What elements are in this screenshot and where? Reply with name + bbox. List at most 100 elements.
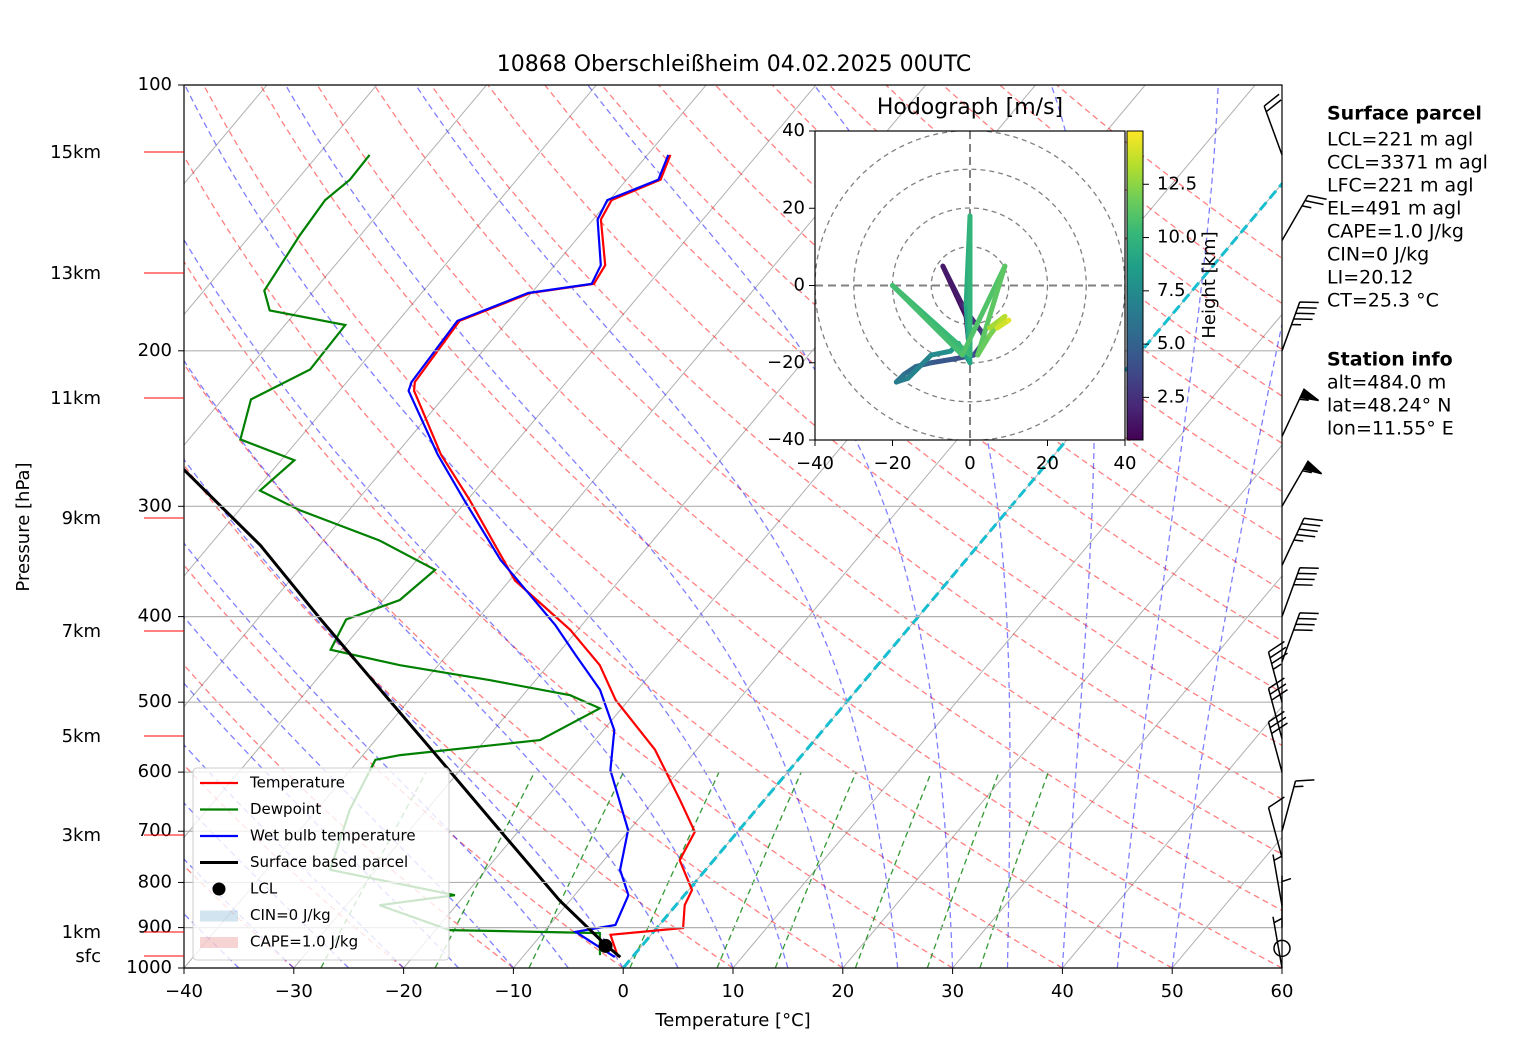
wind-barb <box>1281 388 1320 437</box>
y-axis-label: Pressure [hPa] <box>13 462 34 591</box>
height-label: 3km <box>62 825 101 846</box>
wind-barb <box>1263 93 1283 156</box>
hodograph-plot <box>815 131 1125 440</box>
plot-frame <box>183 84 1283 969</box>
dry-adiabat <box>184 260 953 968</box>
x-tick-label: 60 <box>1271 981 1294 1002</box>
y-tick-label: 600 <box>138 761 172 782</box>
legend-label: LCL <box>250 880 278 898</box>
height-label: 1km <box>62 922 101 943</box>
wind-barb <box>1281 194 1327 241</box>
profile-line <box>184 467 622 959</box>
legend-label: Surface based parcel <box>250 853 408 871</box>
lcl-marker <box>598 938 613 953</box>
info-line: CCL=3371 m agl <box>1327 152 1488 174</box>
moist-adiabat <box>184 615 514 968</box>
x-tick-label: −40 <box>165 981 203 1002</box>
x-tick-label: 50 <box>1161 981 1184 1002</box>
y-tick-label: 700 <box>138 820 172 841</box>
x-tick-label: −10 <box>494 981 532 1002</box>
hodograph-segment <box>890 283 965 358</box>
height-label: 15km <box>50 142 101 163</box>
moist-adiabat <box>184 359 679 968</box>
colorbar-label: Height [km] <box>1199 231 1220 338</box>
height-label: 7km <box>62 621 101 642</box>
x-tick-label: 20 <box>831 981 854 1002</box>
wind-barb <box>1281 301 1319 352</box>
info-line: CAPE=1.0 J/kg <box>1327 221 1464 243</box>
y-tick-label: 900 <box>138 917 172 938</box>
info-line: CT=25.3 °C <box>1327 290 1439 312</box>
isotherm <box>184 85 488 446</box>
x-tick-label: 40 <box>1114 453 1137 474</box>
dry-adiabat <box>828 85 1282 445</box>
colorbar-tick-label: 7.5 <box>1157 280 1186 301</box>
hodograph-segment <box>928 348 954 358</box>
isotherm <box>184 85 378 316</box>
info-line: LCL=221 m agl <box>1327 129 1473 151</box>
wind-barb <box>1281 517 1323 566</box>
y-tick-label: 200 <box>138 340 172 361</box>
x-tick-label: 0 <box>617 981 628 1002</box>
height-label: 13km <box>50 263 101 284</box>
y-tick-label: 100 <box>138 74 172 95</box>
x-tick-label: −20 <box>385 981 423 1002</box>
moist-adiabat <box>1171 321 1282 968</box>
isotherm <box>1061 705 1282 968</box>
info-line: alt=484.0 m <box>1327 372 1446 394</box>
moist-adiabat <box>184 542 569 968</box>
y-tick-label: 400 <box>138 606 172 627</box>
dry-adiabat <box>184 363 844 968</box>
info-line: LI=20.12 <box>1327 267 1414 289</box>
isotherm <box>184 85 817 839</box>
x-tick-label: 0 <box>964 453 975 474</box>
dry-adiabat <box>184 564 624 968</box>
y-tick-label: 0 <box>794 275 805 296</box>
colorbar-tick-label: 5.0 <box>1157 333 1186 354</box>
height-label: 9km <box>62 508 101 529</box>
hodograph-segment <box>928 356 957 366</box>
x-tick-label: −30 <box>275 981 313 1002</box>
y-tick-label: 300 <box>138 495 172 516</box>
info-title: Surface parcel <box>1327 103 1482 125</box>
wind-barb <box>1281 779 1315 832</box>
x-tick-label: −40 <box>796 453 834 474</box>
wind-barb <box>1281 612 1319 663</box>
dry-adiabat <box>316 85 1282 912</box>
height-label: 11km <box>50 388 101 409</box>
dry-adiabat <box>259 85 1282 968</box>
info-line: LFC=221 m agl <box>1327 175 1474 197</box>
isotherm <box>184 85 707 708</box>
moist-adiabat <box>184 458 624 968</box>
x-tick-label: 20 <box>1036 453 1059 474</box>
info-title: Station info <box>1327 349 1453 371</box>
colorbar-tick-label: 10.0 <box>1157 227 1197 248</box>
dry-adiabat <box>203 85 1173 968</box>
y-tick-label: 40 <box>782 120 805 141</box>
isotherm <box>184 85 597 577</box>
wind-barb <box>1267 710 1288 773</box>
x-tick-label: −20 <box>874 453 912 474</box>
dry-adiabat <box>184 154 1063 968</box>
hodograph-segment <box>905 352 934 381</box>
dry-adiabat <box>184 464 734 968</box>
height-label: sfc <box>75 946 101 967</box>
colorbar-tick-label: 12.5 <box>1157 173 1197 194</box>
legend-box <box>192 767 450 961</box>
chart-title: 10868 Oberschleißheim 04.02.2025 00UTC <box>497 52 972 77</box>
legend: Temperature Dewpoint Wet bulb temperature S… <box>192 767 450 961</box>
y-tick-label: −20 <box>767 352 805 373</box>
wind-barb <box>1281 460 1323 507</box>
isotherm <box>512 85 1256 968</box>
isotherm <box>732 313 1282 968</box>
isotherm <box>842 444 1282 968</box>
x-axis-label: Temperature [°C] <box>654 1010 810 1031</box>
y-tick-label: 20 <box>782 197 805 218</box>
hodograph-segment <box>940 263 965 308</box>
x-tick-label: 10 <box>722 981 745 1002</box>
info-line: lon=11.55° E <box>1327 418 1454 440</box>
wind-barb <box>1272 854 1283 906</box>
wind-barbs <box>1263 93 1327 969</box>
